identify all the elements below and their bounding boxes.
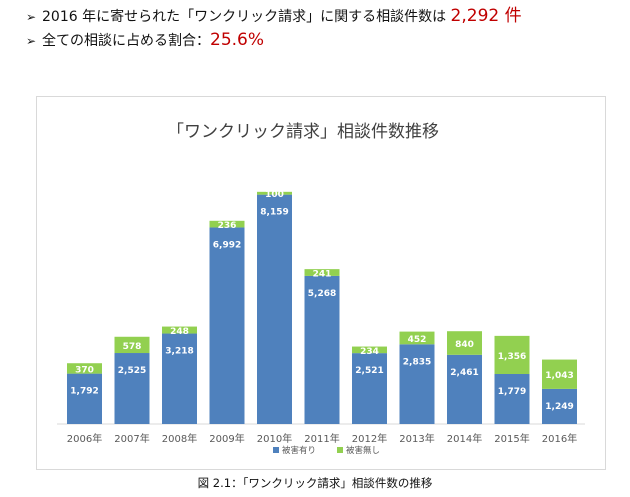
data-label-no-damage-2014年: 840 — [455, 340, 474, 350]
x-tick-label-2012年: 2012年 — [352, 432, 387, 445]
data-label-damage-2013年: 2,835 — [403, 357, 431, 367]
bar-no-damage-2016年 — [542, 359, 577, 389]
bar-no-damage-2011年 — [304, 269, 340, 276]
bar-no-damage-2014年 — [447, 331, 482, 355]
bar-damage-2011年 — [304, 275, 340, 424]
data-label-no-damage-2015年: 1,356 — [498, 352, 526, 362]
x-tick-label-2008年: 2008年 — [162, 432, 197, 445]
data-label-no-damage-2010年: 100 — [265, 190, 284, 200]
data-label-damage-2010年: 8,159 — [260, 208, 288, 218]
bar-no-damage-2008年 — [162, 326, 197, 334]
data-label-damage-2011年: 5,268 — [308, 289, 336, 299]
x-tick-label-2011年: 2011年 — [304, 432, 339, 445]
data-label-damage-2006年: 1,792 — [70, 387, 98, 397]
stacked-bar-chart: 「ワンクリック請求」相談件数推移 1,792 370 2006年 2,525 578 200… — [57, 122, 585, 456]
bar-damage-2006年 — [67, 373, 102, 424]
bar-damage-2010年 — [257, 194, 292, 424]
x-tick-label-2014年: 2014年 — [447, 432, 482, 445]
share-text: 全ての相談に占める割合： — [42, 33, 210, 49]
data-label-no-damage-2012年: 234 — [360, 347, 379, 357]
data-label-no-damage-2008年: 248 — [170, 327, 189, 337]
bullet-share: ➢ 全ての相談に占める割合：25.6% — [26, 28, 626, 52]
legend-label-damage: 被害有り — [282, 445, 316, 456]
header-bullets: ➢ 2016 年に寄せられた「ワンクリック請求」に関する相談件数は 2,292 件… — [26, 4, 626, 52]
arrow-icon: ➢ — [26, 10, 37, 24]
data-label-damage-2008年: 3,218 — [165, 347, 193, 357]
data-label-no-damage-2007年: 578 — [123, 342, 142, 352]
bar-damage-2013年 — [399, 344, 435, 424]
chart-title: 「ワンクリック請求」相談件数推移 — [167, 122, 439, 142]
chart-frame: 「ワンクリック請求」相談件数推移 1,792 370 2006年 2,525 578 200… — [36, 96, 606, 470]
x-tick-label-2006年: 2006年 — [67, 432, 102, 445]
data-label-damage-2014年: 2,461 — [450, 368, 478, 378]
x-tick-label-2013年: 2013年 — [399, 432, 434, 445]
data-label-damage-2007年: 2,525 — [118, 366, 146, 376]
x-tick-label-2015年: 2015年 — [494, 432, 529, 445]
x-tick-label-2010年: 2010年 — [257, 432, 292, 445]
legend-label-no-damage: 被害無し — [346, 445, 380, 456]
bar-damage-2016年 — [542, 388, 577, 424]
x-tick-label-2009年: 2009年 — [209, 432, 244, 445]
bar-damage-2008年 — [162, 333, 197, 424]
bar-no-damage-2015年 — [494, 335, 530, 374]
arrow-icon: ➢ — [26, 34, 37, 48]
data-label-no-damage-2016年: 1,043 — [545, 371, 573, 381]
data-label-damage-2016年: 1,249 — [545, 402, 573, 412]
data-label-damage-2012年: 2,521 — [355, 366, 383, 376]
share-value: 25.6% — [210, 30, 265, 50]
bullet-total-consultations: ➢ 2016 年に寄せられた「ワンクリック請求」に関する相談件数は 2,292 件 — [26, 4, 626, 28]
bar-damage-2012年 — [352, 353, 387, 424]
legend-swatch-damage — [273, 447, 279, 453]
data-label-no-damage-2013年: 452 — [408, 335, 427, 345]
bar-no-damage-2010年 — [257, 191, 292, 195]
data-label-no-damage-2009年: 236 — [218, 221, 237, 231]
x-tick-label-2007年: 2007年 — [114, 432, 149, 445]
data-label-damage-2009年: 6,992 — [213, 240, 241, 250]
data-label-damage-2015年: 1,779 — [498, 387, 526, 397]
x-tick-label-2016年: 2016年 — [542, 432, 577, 445]
data-label-no-damage-2011年: 241 — [313, 270, 332, 280]
bar-no-damage-2007年 — [114, 336, 150, 354]
data-label-no-damage-2006年: 370 — [75, 365, 94, 375]
figure-caption: 図 2.1：「ワンクリック請求」相談件数の推移 — [197, 476, 433, 490]
bar-no-damage-2013年 — [399, 331, 435, 345]
total-consultations-value: 2,292 件 — [450, 6, 522, 26]
bar-damage-2009年 — [209, 227, 245, 424]
bar-no-damage-2012年 — [352, 346, 387, 354]
bar-damage-2007年 — [114, 353, 150, 424]
bar-no-damage-2009年 — [209, 220, 245, 228]
bar-damage-2014年 — [447, 354, 482, 424]
bar-damage-2015年 — [494, 373, 530, 424]
bar-no-damage-2006年 — [67, 363, 102, 374]
legend-swatch-no-damage — [337, 447, 343, 453]
total-consultations-text: 2016 年に寄せられた「ワンクリック請求」に関する相談件数は — [42, 9, 451, 25]
